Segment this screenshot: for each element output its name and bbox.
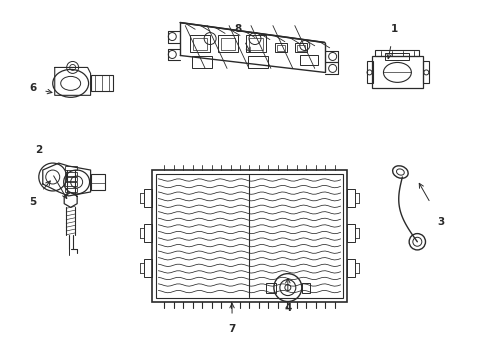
Bar — [156, 174, 342, 298]
Bar — [301, 283, 309, 293]
Text: 6: 6 — [29, 84, 37, 93]
Bar — [346, 224, 354, 242]
Bar — [371, 57, 423, 88]
Bar — [144, 189, 152, 207]
Bar — [90, 174, 104, 190]
Text: 4: 4 — [284, 302, 291, 312]
Bar — [193, 37, 207, 50]
Bar — [144, 259, 152, 276]
Bar — [190, 35, 210, 53]
Bar — [245, 35, 265, 53]
Bar — [423, 62, 428, 84]
Bar — [221, 37, 235, 50]
Text: 8: 8 — [234, 24, 241, 33]
Bar — [299, 55, 317, 66]
Bar — [64, 188, 77, 192]
Bar — [90, 75, 112, 91]
Bar — [375, 50, 419, 57]
Bar — [248, 37, 263, 50]
Bar — [346, 259, 354, 276]
Text: 5: 5 — [29, 197, 37, 207]
Bar — [346, 189, 354, 207]
Text: 3: 3 — [437, 217, 444, 227]
Bar — [296, 45, 304, 50]
Bar — [276, 45, 285, 50]
Text: 1: 1 — [390, 24, 397, 33]
Text: 2: 2 — [35, 145, 42, 155]
Bar — [144, 224, 152, 242]
Bar — [366, 62, 372, 84]
Bar — [64, 183, 77, 186]
Bar — [274, 42, 286, 53]
Text: 7: 7 — [228, 324, 235, 334]
Bar — [247, 57, 267, 68]
Bar — [192, 57, 212, 68]
Bar — [64, 166, 77, 170]
Bar — [152, 170, 346, 302]
Bar — [64, 177, 77, 181]
Bar — [385, 54, 408, 60]
Bar — [218, 35, 238, 53]
Bar — [64, 171, 77, 176]
Bar — [294, 42, 306, 53]
Bar — [265, 283, 275, 293]
